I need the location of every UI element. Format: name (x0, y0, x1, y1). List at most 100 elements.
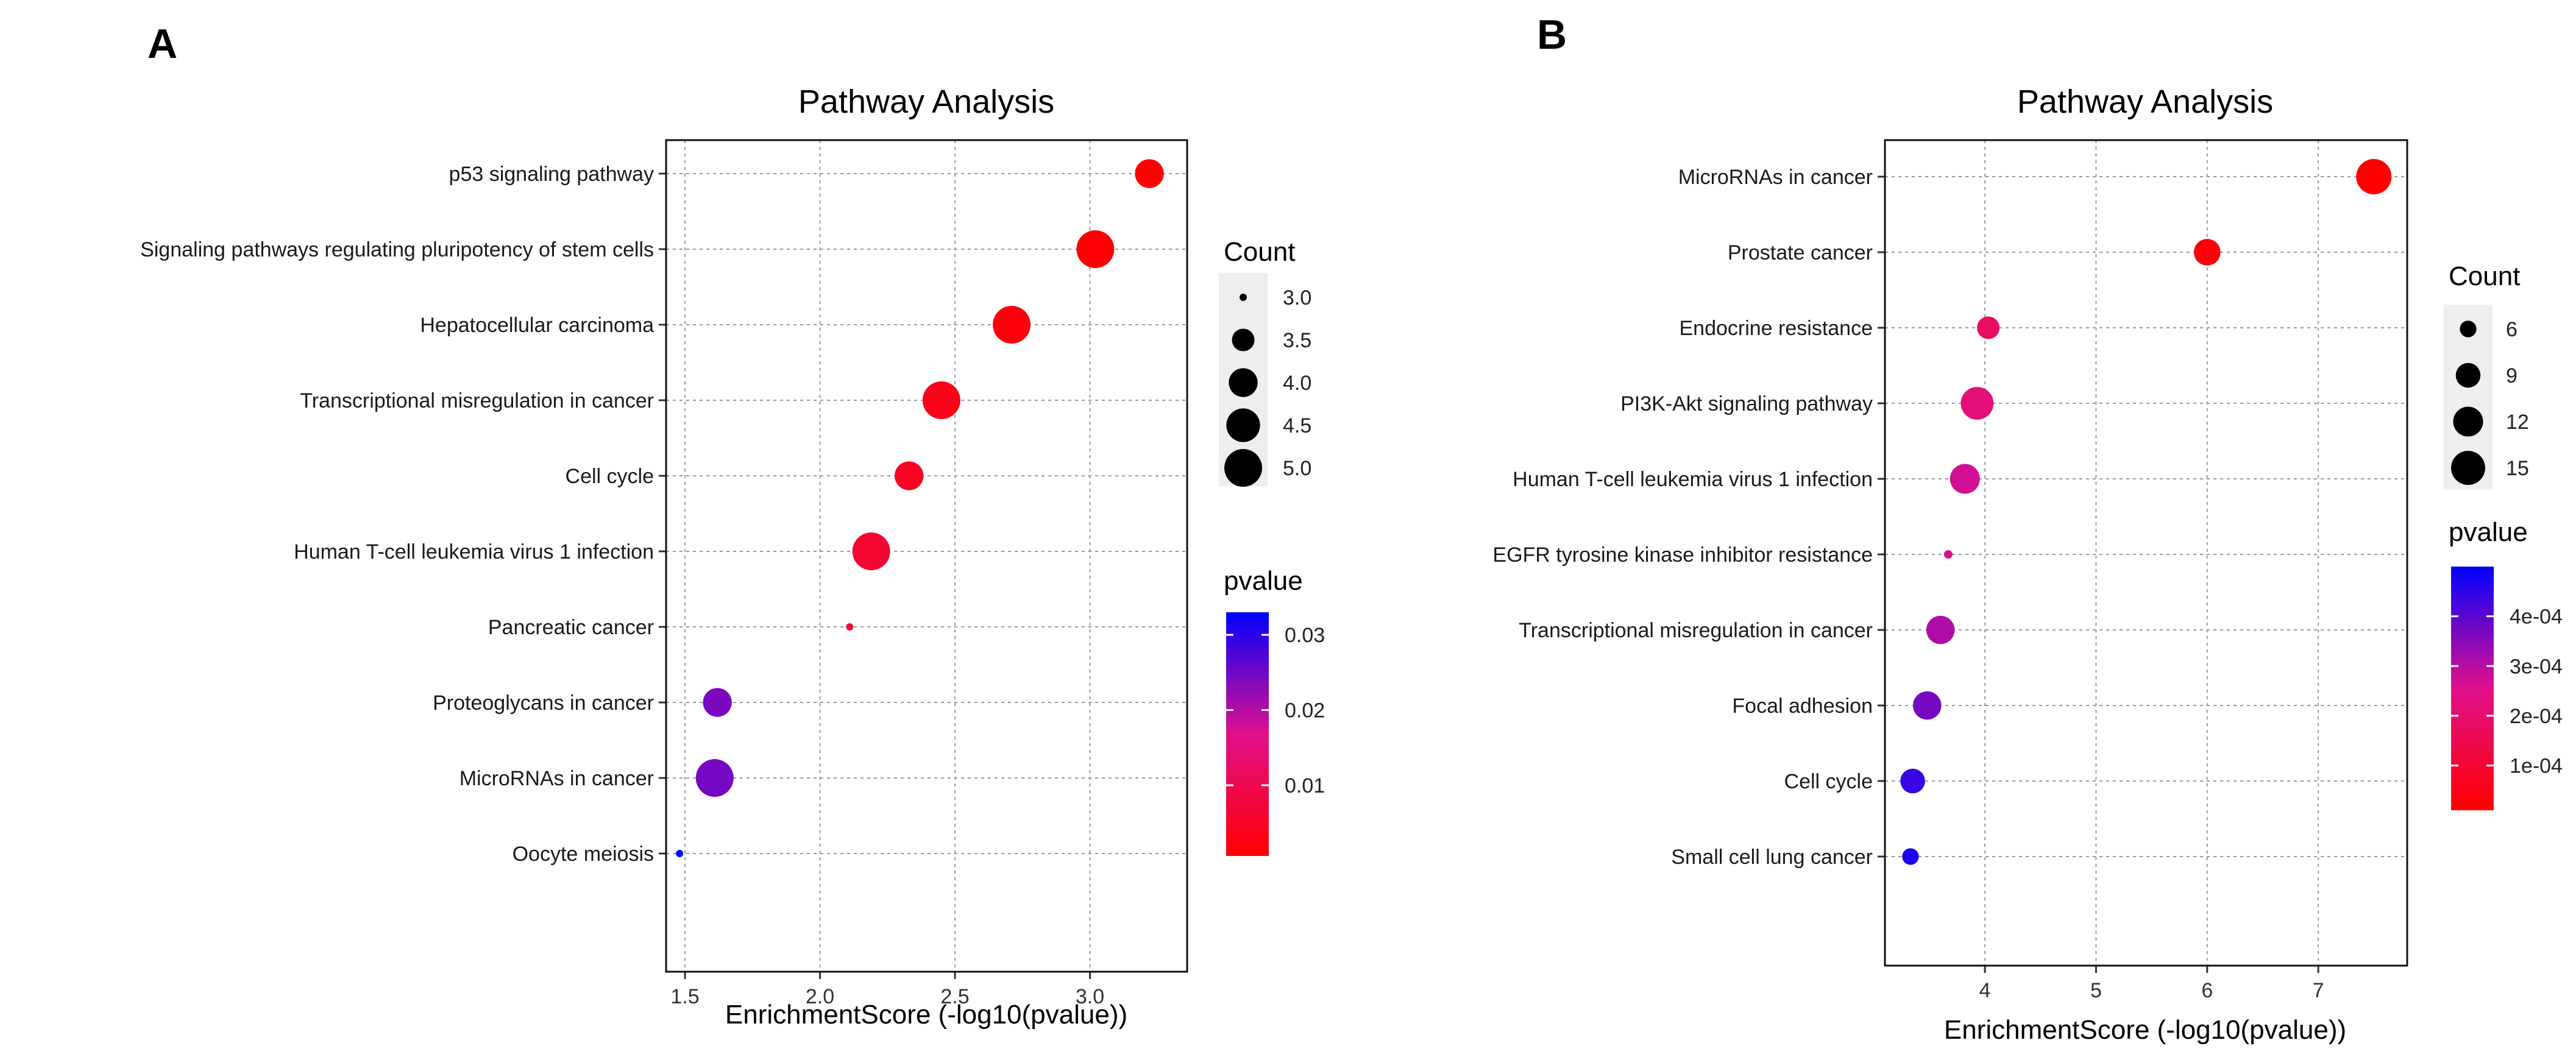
panel-b-x-tick-label: 4 (1979, 979, 1991, 1002)
panel-b-count-legend-key (2455, 362, 2481, 388)
panel-a-pvalue-tick-label: 0.01 (1285, 774, 1325, 797)
panel-b-point (1900, 768, 1925, 794)
panel-b-count-legend-key (2451, 451, 2485, 485)
panel-b-pvalue-legend-title: pvalue (2449, 517, 2528, 547)
panel-a-x-tick-label: 2.5 (940, 985, 969, 1008)
panel-b-count-legend-label: 15 (2506, 457, 2529, 480)
panel-b-count-legend-key (2460, 320, 2477, 338)
panel-b-count-legend-label: 6 (2506, 318, 2517, 341)
panel-b-category-label: Transcriptional misregulation in cancer (1519, 619, 1873, 642)
panel-b-count-legend-label: 12 (2506, 411, 2529, 434)
panel-a-category-label: MicroRNAs in cancer (459, 767, 654, 790)
panel-a-grid (666, 140, 1187, 972)
panel-a-point (922, 381, 960, 419)
panel-a-x-tick-label: 1.5 (670, 985, 699, 1008)
panel-b-count-legend-label: 9 (2506, 364, 2517, 387)
panel-a-category-label: Oocyte meiosis (513, 843, 654, 866)
panel-b: B Pathway Analysis MicroRNAs in cancer Pr… (1492, 12, 2563, 1045)
panel-b-category-label: MicroRNAs in cancer (1678, 166, 1873, 189)
panel-a-count-legend-label: 4.5 (1283, 414, 1311, 437)
panel-b-points (1900, 159, 2392, 865)
panel-b-point (1977, 316, 2000, 339)
panel-a-letter: A (147, 21, 177, 67)
panel-a-x-axis-label: EnrichmentScore (-log10(pvalue)) (725, 1000, 1127, 1030)
panel-a-point (846, 623, 854, 631)
panel-b-x-tick-label: 6 (2201, 979, 2213, 1002)
panel-b-x-ticks: 4 5 6 7 (1878, 175, 2324, 1002)
panel-a-pvalue-colorbar (1226, 612, 1269, 856)
panel-b-pvalue-tick-label: 1e-04 (2510, 755, 2563, 778)
panel-a-pvalue-legend: pvalue 0.01 0.02 0.03 (1224, 566, 1325, 856)
panel-b-pvalue-tick-label: 2e-04 (2510, 705, 2563, 728)
panel-a-category-label: Pancreatic cancer (488, 616, 654, 639)
panel-b-point (1960, 387, 1994, 420)
panel-b-pvalue-colorbar (2451, 567, 2494, 810)
panel-b-point (1943, 550, 1953, 559)
panel-b-category-label: Small cell lung cancer (1671, 846, 1873, 869)
panel-a-count-legend-title: Count (1224, 237, 1295, 267)
panel-b-category-label: PI3K-Akt signaling pathway (1620, 392, 1873, 415)
panel-b-count-legend-key (2453, 406, 2483, 437)
panel-b-category-label: Cell cycle (1784, 770, 1873, 793)
panel-a-point (703, 688, 732, 717)
panel-a-count-legend-key (1232, 328, 1255, 352)
panel-a-title: Pathway Analysis (798, 83, 1054, 120)
panel-b-plot-frame (1884, 139, 2408, 967)
panel-a-point (695, 759, 734, 797)
panel-a-category-label: Proteoglycans in cancer (433, 691, 654, 715)
panel-b-point (1902, 848, 1919, 865)
panel-a-point (1076, 230, 1115, 268)
panel-b-count-legend-title: Count (2449, 261, 2520, 291)
panel-b-point (1926, 615, 1955, 645)
panel-a-category-labels: p53 signaling pathway Signaling pathways … (140, 163, 654, 866)
panel-a-x-ticks: 1.5 2.0 2.5 3.0 (659, 172, 1104, 1008)
panel-a-point (852, 532, 890, 570)
panel-a-plot-frame (665, 139, 1188, 973)
panel-a: A Pathway Analysis p53 signaling pathway… (140, 21, 1325, 1030)
panel-a-count-legend-label: 4.0 (1283, 372, 1311, 395)
panel-a-point (895, 461, 924, 490)
panel-a-category-label: Cell cycle (566, 465, 654, 488)
panel-b-pvalue-tick-label: 3e-04 (2510, 655, 2563, 678)
panel-b-x-tick-label: 7 (2313, 979, 2324, 1002)
panel-b-point (2356, 159, 2392, 194)
panel-b-point (1950, 464, 1980, 494)
panel-b-pvalue-tick-label: 4e-04 (2510, 606, 2563, 629)
panel-a-count-legend-label: 3.0 (1283, 286, 1311, 309)
panel-a-x-tick-label: 3.0 (1076, 985, 1104, 1008)
panel-a-points (676, 159, 1164, 857)
panel-b-pvalue-legend: pvalue 1e-04 2e-04 3e-04 4e-04 (2449, 517, 2563, 810)
panel-a-point (1135, 159, 1164, 188)
panel-b-category-labels: MicroRNAs in cancer Prostate cancer Endocr… (1492, 166, 1873, 869)
panel-a-count-legend-key (1229, 368, 1258, 397)
panel-a-point (676, 850, 684, 857)
panel-a-x-tick-label: 2.0 (806, 985, 834, 1008)
panel-b-x-tick-label: 5 (2090, 979, 2102, 1002)
panel-b-category-label: Endocrine resistance (1679, 317, 1873, 340)
panel-b-point (2193, 239, 2221, 266)
panel-b-count-legend: Count 6 9 12 15 (2444, 261, 2529, 490)
panel-a-category-label: Signaling pathways regulating pluripoten… (140, 238, 654, 261)
panel-b-category-label: Prostate cancer (1728, 241, 1873, 264)
panel-a-category-label: Hepatocellular carcinoma (420, 314, 654, 337)
panel-b-point (1913, 691, 1942, 720)
panel-a-pvalue-tick-label: 0.03 (1285, 624, 1325, 647)
panel-a-pvalue-legend-title: pvalue (1224, 566, 1303, 596)
panel-a-count-legend: Count 3.0 3.5 4.0 4.5 5.0 (1219, 237, 1311, 487)
panel-a-point (993, 306, 1031, 344)
panel-a-category-label: Transcriptional misregulation in cancer (300, 389, 654, 412)
panel-b-letter: B (1537, 12, 1567, 58)
panel-a-count-legend-label: 3.5 (1283, 329, 1311, 352)
panel-b-title: Pathway Analysis (2017, 83, 2273, 120)
panel-a-count-legend-label: 5.0 (1283, 457, 1311, 480)
panel-b-category-label: EGFR tyrosine kinase inhibitor resistanc… (1492, 543, 1873, 567)
panel-b-grid (1885, 140, 2407, 966)
panel-a-pvalue-tick-label: 0.02 (1285, 699, 1325, 722)
panel-a-count-legend-key (1224, 449, 1262, 487)
panel-b-category-label: Human T-cell leukemia virus 1 infection (1513, 468, 1873, 491)
panel-a-count-legend-key (1226, 408, 1260, 442)
panel-a-category-label: p53 signaling pathway (449, 163, 654, 186)
panel-b-x-axis-label: EnrichmentScore (-log10(pvalue)) (1944, 1015, 2346, 1045)
panel-b-category-label: Focal adhesion (1732, 695, 1873, 718)
